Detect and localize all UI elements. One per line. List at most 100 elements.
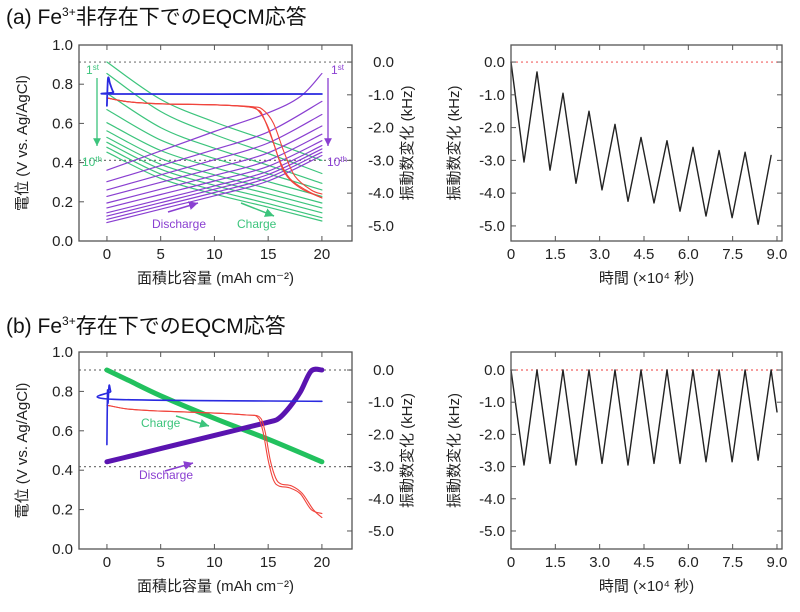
x-tick-label: 1.5: [545, 246, 566, 263]
y-axis-label: 振動数変化 (kHz): [446, 393, 463, 508]
discharge-direction-arrow: [167, 201, 199, 213]
y2-tick-label: -2.0: [368, 426, 394, 443]
series-potential-blue: [96, 384, 323, 446]
chart-b-left: 0 5 10 15 20 0.0 0.2 0.4 0.6 0.8 1.0 0.0 -1.0 -2.0 -3.…: [14, 344, 416, 595]
y-tick-label: 0.2: [52, 194, 73, 211]
x-tick-label: 3.0: [589, 246, 610, 263]
y2-tick-label: -1.0: [368, 394, 394, 411]
x-tick-label: 6.0: [678, 554, 699, 571]
chart-a-left: 0 5 10 15 20 0.0 0.2 0.4 0.6 0.8 1.0 0.0 -1.0 -2.0 -3.…: [14, 37, 416, 287]
series-discharge-all-cycles: [104, 366, 325, 465]
x-tick-label: 20: [314, 554, 331, 571]
x-tick-label: 0: [507, 554, 515, 571]
y-tick-label: -1.0: [479, 87, 505, 104]
series-discharge-4: [106, 125, 323, 197]
series-charge-1: [106, 61, 323, 161]
series-discharge-9: [106, 151, 323, 220]
series-potential-red-2: [106, 404, 323, 519]
charge-direction-arrow-b: [175, 415, 210, 428]
series-discharge-8: [106, 148, 323, 217]
y2-tick-label: 0.0: [373, 362, 394, 379]
series-discharge-3: [106, 113, 323, 191]
charge-first-cycle-label: 1st: [86, 63, 100, 77]
x-tick-label: 0: [103, 554, 111, 571]
y-axis-label: 電位 (V vs. Ag/AgCl): [14, 75, 31, 211]
series-charge-3: [106, 92, 323, 184]
x-tick-label: 15: [260, 246, 277, 263]
x-tick-label: 7.5: [722, 554, 743, 571]
y-tick-label: -4.0: [479, 185, 505, 202]
series-charge-10: [106, 151, 323, 222]
series-charge-9: [106, 146, 323, 219]
series-discharge-7: [106, 145, 323, 214]
y-axis-label: 電位 (V vs. Ag/AgCl): [14, 383, 31, 519]
y-tick-label: 0.4: [52, 155, 73, 172]
plot-frame: [510, 44, 783, 242]
series-potential-blue: [100, 76, 323, 107]
chart-b-right: 0 1.5 3.0 4.5 6.0 7.5 9.0 0.0 -1.0 -2.0 -3.0 -4.0 -5…: [446, 351, 788, 595]
plot-frame: [510, 351, 783, 550]
x-tick-label: 5: [157, 246, 165, 263]
x-tick-label: 5: [157, 554, 165, 571]
series-frequency-change: [510, 61, 772, 225]
y2-tick-label: -2.0: [368, 120, 394, 137]
x-tick-label: 4.5: [634, 554, 655, 571]
y2-tick-label: -5.0: [368, 218, 394, 235]
y2-tick-label: -3.0: [368, 152, 394, 169]
x-axis-label: 面積比容量 (mAh cm⁻²): [137, 578, 294, 595]
y-tick-label: -5.0: [479, 218, 505, 235]
discharge-label-b: Discharge: [139, 468, 193, 482]
charge-label-b: Charge: [141, 416, 181, 430]
x-tick-label: 15: [260, 554, 277, 571]
y2-tick-label: -5.0: [368, 523, 394, 540]
y2-tick-label: -4.0: [368, 491, 394, 508]
x-tick-label: 9.0: [767, 554, 788, 571]
chart-a-right: 0 1.5 3.0 4.5 6.0 7.5 9.0 0.0 -1.0 -2.0 -3.0 -4.0 -5…: [446, 44, 787, 287]
y-tick-label: -5.0: [479, 523, 505, 540]
series-potential-red-1: [106, 404, 323, 515]
discharge-direction-arrow-b: [164, 461, 194, 472]
y2-axis-label: 振動数変化 (kHz): [399, 86, 416, 201]
y-tick-label: 0.6: [52, 423, 73, 440]
discharge-first-cycle-label: 1st: [331, 63, 345, 77]
series-discharge-5: [106, 133, 323, 204]
y2-tick-label: -4.0: [368, 185, 394, 202]
discharge-last-cycle-label: 10th: [327, 155, 347, 169]
x-tick-label: 3.0: [589, 554, 610, 571]
x-tick-label: 20: [314, 246, 331, 263]
charge-last-cycle-label: 10th: [82, 155, 102, 169]
y-tick-label: -2.0: [479, 120, 505, 137]
charge-direction-arrow: [240, 202, 275, 217]
series-charge-all-cycles: [104, 367, 325, 465]
y-tick-label: 0.4: [52, 462, 73, 479]
x-tick-label: 6.0: [678, 246, 699, 263]
y-tick-label: 0.0: [52, 233, 73, 250]
y-tick-label: 0.6: [52, 115, 73, 132]
x-tick-label: 0: [103, 246, 111, 263]
y2-tick-label: -1.0: [368, 87, 394, 104]
y-tick-label: 1.0: [52, 344, 73, 361]
plot-frame: [78, 44, 353, 242]
panel-b-title: (b) Fe3+存在下でのEQCM応答: [6, 314, 286, 338]
y-tick-label: -3.0: [479, 459, 505, 476]
x-tick-label: 7.5: [722, 246, 743, 263]
panel-a-title: (a) Fe3+非存在下でのEQCM応答: [6, 5, 307, 29]
y-tick-label: 0.0: [484, 54, 505, 71]
plot-frame: [78, 351, 353, 550]
y-tick-label: 0.8: [52, 76, 73, 93]
series-discharge-2: [106, 100, 323, 183]
x-axis-label: 時間 (×10⁴ 秒): [599, 270, 694, 287]
y-tick-label: 0.2: [52, 502, 73, 519]
x-tick-label: 10: [206, 554, 223, 571]
y2-tick-label: -3.0: [368, 459, 394, 476]
series-frequency-change: [510, 369, 778, 466]
charge-label: Charge: [237, 217, 277, 231]
series-potential-red-3: [106, 97, 323, 195]
x-axis-label: 面積比容量 (mAh cm⁻²): [137, 270, 294, 287]
x-tick-label: 0: [507, 246, 515, 263]
discharge-label: Discharge: [152, 217, 206, 231]
y-tick-label: -2.0: [479, 426, 505, 443]
series-discharge-6: [106, 140, 323, 209]
y-tick-label: 0.0: [484, 362, 505, 379]
